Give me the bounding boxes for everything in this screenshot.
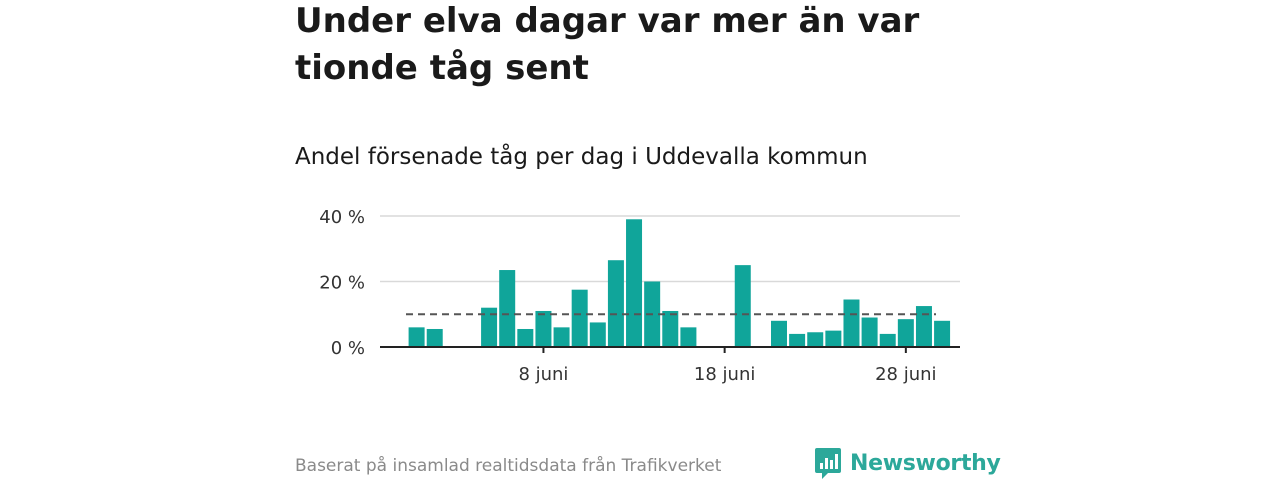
bar: [771, 320, 787, 347]
bar: [789, 333, 806, 347]
bar: [843, 299, 860, 347]
bar: [934, 320, 951, 347]
y-tick-label: 0 %: [331, 338, 365, 359]
y-axis-labels: 0 % 20 % 40 %: [319, 207, 365, 359]
bar: [499, 270, 516, 347]
chart-subtitle: Andel försenade tåg per dag i Uddevalla …: [295, 144, 868, 170]
x-tick-label: 8 juni: [518, 364, 568, 385]
brand-logo[interactable]: Newsworthy: [814, 446, 1001, 480]
bar: [897, 319, 914, 347]
bar: [861, 317, 878, 347]
bar: [607, 260, 624, 347]
bar: [589, 322, 606, 347]
bars: [408, 219, 951, 347]
bar: [408, 327, 425, 347]
bar: [825, 330, 842, 347]
bar: [662, 310, 679, 347]
bar: [734, 265, 751, 347]
bar: [517, 328, 534, 347]
bar: [626, 219, 643, 347]
bar: [481, 307, 498, 347]
newsworthy-logo-icon: [815, 448, 841, 479]
bar: [571, 289, 588, 347]
x-tick-label: 28 juni: [875, 364, 936, 385]
bar: [553, 327, 570, 347]
brand-name: Newsworthy: [850, 450, 1001, 476]
source-note: Baserat på insamlad realtidsdata från Tr…: [295, 456, 722, 476]
bar: [426, 328, 443, 347]
x-tick-label: 18 juni: [694, 364, 755, 385]
x-axis: [380, 346, 960, 353]
bar: [879, 333, 896, 347]
x-axis-labels: 8 juni 18 juni 28 juni: [518, 364, 936, 385]
bar-chart: 0 % 20 % 40 % 8 juni 18 juni 28 juni: [319, 207, 960, 385]
bar: [680, 327, 697, 347]
y-tick-label: 40 %: [319, 207, 365, 228]
bar: [535, 310, 552, 347]
bar: [915, 306, 932, 347]
grid-lines: [380, 215, 960, 283]
chart-title: Under elva dagar var mer än var tionde t…: [295, 1, 920, 88]
y-tick-label: 20 %: [319, 273, 365, 294]
bar: [807, 332, 824, 347]
